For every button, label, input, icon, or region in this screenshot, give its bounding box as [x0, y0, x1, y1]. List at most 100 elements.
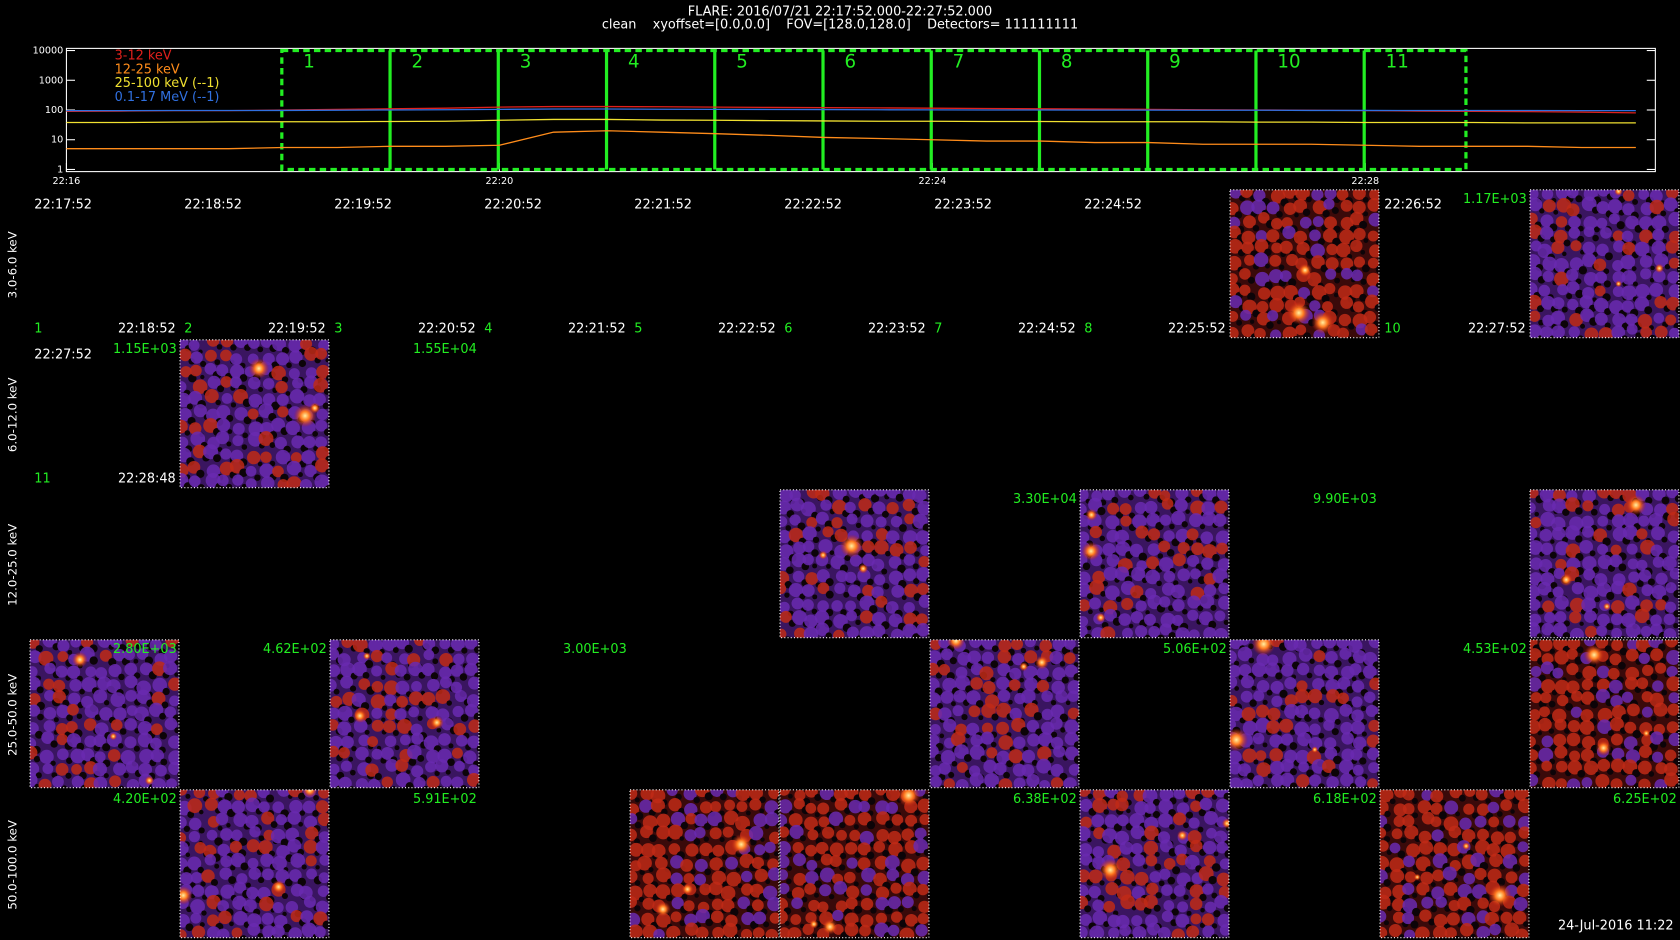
- image-ring: [286, 362, 292, 369]
- panel-start-time: 22:20:52: [484, 197, 542, 212]
- image-blob: [1037, 746, 1052, 761]
- image-blob: [942, 677, 957, 692]
- image-blob: [694, 813, 708, 827]
- image-ring: [271, 401, 280, 410]
- image-blob: [303, 436, 316, 449]
- image-blob: [1267, 310, 1279, 322]
- image-blob: [190, 351, 203, 364]
- interval-label: 11: [1386, 51, 1409, 72]
- image-ring: [922, 523, 929, 532]
- image-ring: [1646, 294, 1652, 300]
- image-blob: [1200, 531, 1214, 545]
- image-ring: [980, 783, 987, 788]
- image-blob: [451, 639, 465, 652]
- image-blob: [794, 627, 807, 638]
- image-ring: [899, 822, 908, 831]
- image-blob: [670, 872, 683, 885]
- image-ring: [867, 797, 876, 805]
- image-ring: [1331, 728, 1339, 736]
- image-blob: [1640, 625, 1652, 637]
- image-ring: [788, 793, 793, 799]
- image-ring: [1263, 673, 1268, 679]
- image-ring: [103, 700, 110, 706]
- image-blob: [860, 897, 874, 911]
- image-ring: [881, 568, 888, 575]
- image-ring: [1332, 237, 1341, 247]
- image-blob: [454, 760, 465, 772]
- image-blob: [30, 666, 38, 678]
- image-blob: [997, 663, 1011, 677]
- image-blob: [709, 857, 723, 871]
- image-blob: [789, 824, 804, 840]
- image-blob: [1174, 498, 1188, 512]
- image-ring: [694, 893, 699, 898]
- image-blob: [765, 928, 778, 938]
- image-ring: [1377, 208, 1379, 215]
- image-ring: [1590, 508, 1598, 516]
- image-blob: [1089, 597, 1102, 610]
- image-blob: [915, 530, 929, 545]
- image-ring: [1154, 863, 1162, 871]
- image-blob: [1240, 189, 1253, 198]
- image-ring: [784, 592, 790, 598]
- image-blob: [844, 922, 859, 937]
- image-blob: [1464, 789, 1476, 797]
- image-border: [1379, 789, 1530, 939]
- image-blob: [1337, 692, 1349, 705]
- image-blob: [1530, 719, 1541, 734]
- image-ring: [1606, 623, 1614, 631]
- image-blob: [193, 404, 207, 418]
- image-blob: [1621, 691, 1634, 703]
- image-blob: [286, 460, 302, 476]
- image-ring: [1662, 732, 1670, 740]
- image-ring: [703, 836, 709, 842]
- image-blob: [1271, 242, 1283, 254]
- image-blob: [1146, 882, 1159, 896]
- image-ring: [224, 792, 233, 802]
- image-blob: [301, 922, 317, 938]
- image-blob: [1241, 707, 1256, 722]
- image-blob: [92, 762, 107, 777]
- image-blob: [1353, 227, 1366, 241]
- image-blob: [1637, 760, 1652, 775]
- image-blob: [152, 677, 168, 693]
- image-ring: [36, 686, 44, 694]
- interval-label: 9: [1169, 51, 1181, 72]
- image-blob: [1402, 882, 1415, 895]
- image-blob: [291, 435, 305, 449]
- image-blob: [822, 826, 835, 839]
- interval-label: 5: [736, 51, 748, 72]
- image-blob: [52, 679, 66, 693]
- image-blob: [1049, 650, 1063, 665]
- image-blob: [1340, 267, 1353, 280]
- image-blob: [1024, 639, 1036, 648]
- image-blob: [260, 476, 275, 488]
- image-ring: [1658, 643, 1666, 651]
- image-blob: [138, 762, 153, 777]
- image-content: [1530, 489, 1679, 638]
- image-blob: [1668, 544, 1679, 559]
- image-blob: [1430, 802, 1443, 815]
- image-blob: [891, 584, 905, 598]
- image-ring: [1562, 508, 1570, 516]
- image-ring: [323, 428, 329, 436]
- image-ring: [447, 758, 455, 767]
- image-blob: [1297, 732, 1312, 747]
- image-ring: [926, 867, 929, 873]
- image-ring: [226, 823, 231, 828]
- image-ring: [1649, 278, 1655, 283]
- image-ring: [200, 374, 205, 380]
- image-blob: [1583, 271, 1598, 286]
- image-blob: [1566, 732, 1581, 747]
- image-ring: [1236, 319, 1243, 326]
- image-blob: [1569, 257, 1584, 271]
- image-ring: [1575, 671, 1583, 679]
- image-blob: [220, 376, 233, 388]
- image-blob: [670, 811, 686, 827]
- image-blob: [262, 868, 274, 881]
- interval-label: 8: [1061, 51, 1073, 72]
- image-blob: [1175, 913, 1190, 928]
- image-ring: [788, 540, 794, 546]
- image-blob: [1362, 664, 1377, 679]
- image-blob: [1552, 297, 1565, 310]
